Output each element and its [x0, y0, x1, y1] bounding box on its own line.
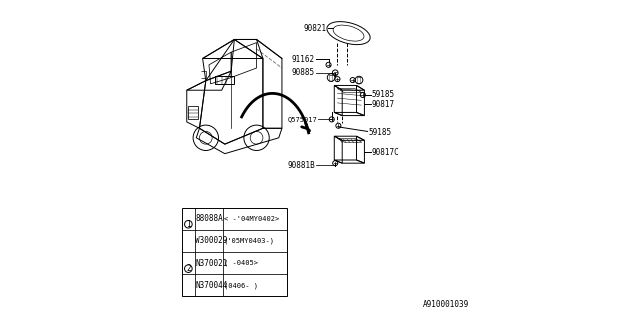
- Text: < -'04MY0402>: < -'04MY0402>: [224, 216, 279, 222]
- Text: 59185: 59185: [369, 128, 392, 137]
- Text: 59185: 59185: [372, 91, 395, 100]
- Text: ②: ②: [357, 77, 361, 84]
- Bar: [188, 106, 198, 119]
- Text: 90817C: 90817C: [372, 148, 399, 156]
- Text: 88088A: 88088A: [195, 214, 223, 223]
- Text: Q575017: Q575017: [287, 116, 317, 122]
- Text: W300029: W300029: [195, 236, 228, 245]
- Bar: [215, 76, 234, 84]
- Text: N370021: N370021: [195, 259, 228, 268]
- Text: ('05MY0403-): ('05MY0403-): [224, 238, 275, 244]
- Text: N370044: N370044: [195, 281, 228, 290]
- Text: 90821: 90821: [303, 24, 326, 33]
- Text: 2: 2: [186, 264, 191, 273]
- Text: 90885: 90885: [292, 68, 315, 77]
- Text: (0406- ): (0406- ): [224, 282, 258, 289]
- Text: A910001039: A910001039: [423, 300, 469, 309]
- Text: ①: ①: [329, 74, 333, 81]
- Text: 90881B: 90881B: [287, 161, 315, 170]
- Bar: [182, 208, 287, 296]
- Text: 91162: 91162: [292, 55, 315, 64]
- Text: 1: 1: [186, 220, 191, 229]
- Text: 90817: 90817: [372, 100, 395, 109]
- Text: ( -0405>: ( -0405>: [224, 260, 258, 266]
